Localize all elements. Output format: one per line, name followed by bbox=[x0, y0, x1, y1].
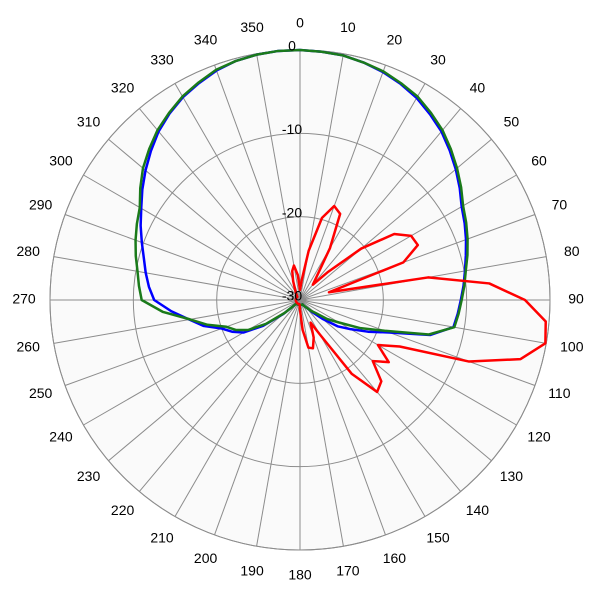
angle-label: 100 bbox=[560, 339, 584, 355]
angle-label: 30 bbox=[430, 52, 446, 68]
spoke bbox=[299, 299, 547, 344]
spoke bbox=[299, 108, 462, 301]
angle-label: 280 bbox=[17, 243, 41, 259]
spoke bbox=[256, 53, 301, 301]
angle-label: 230 bbox=[77, 468, 101, 484]
r-tick-label: -20 bbox=[282, 204, 302, 220]
angle-label: 180 bbox=[288, 567, 312, 583]
spoke bbox=[299, 214, 536, 301]
spoke bbox=[256, 299, 301, 547]
angle-label: 330 bbox=[150, 52, 174, 68]
spoke bbox=[299, 299, 462, 492]
angle-label: 200 bbox=[194, 550, 218, 566]
angle-label: 220 bbox=[111, 502, 135, 518]
spoke bbox=[299, 64, 386, 301]
r-tick-label: 0 bbox=[288, 38, 296, 54]
angle-label: 130 bbox=[500, 468, 524, 484]
angle-label: 40 bbox=[470, 79, 486, 95]
r-tick-label: -30 bbox=[282, 288, 302, 304]
angle-label: 260 bbox=[17, 339, 41, 355]
r-tick-label: -10 bbox=[282, 121, 302, 137]
angle-label: 90 bbox=[568, 291, 584, 307]
plot-lines bbox=[134, 48, 547, 394]
spoke bbox=[64, 299, 301, 386]
angle-label: 210 bbox=[150, 530, 174, 546]
angle-label: 80 bbox=[564, 243, 580, 259]
spoke bbox=[64, 214, 301, 301]
angle-label: 140 bbox=[466, 502, 490, 518]
spoke bbox=[83, 299, 301, 426]
angle-label: 110 bbox=[548, 385, 571, 401]
spoke bbox=[174, 83, 301, 301]
angle-label: 20 bbox=[387, 31, 403, 47]
angle-label: 350 bbox=[240, 19, 264, 35]
spoke bbox=[299, 299, 536, 386]
spoke bbox=[299, 83, 426, 301]
angle-label: 310 bbox=[77, 113, 101, 129]
angle-label: 340 bbox=[194, 31, 218, 47]
spoke bbox=[83, 174, 301, 301]
ring bbox=[216, 216, 384, 384]
angle-label: 270 bbox=[12, 291, 36, 307]
angle-label: 300 bbox=[49, 153, 73, 169]
angle-label: 50 bbox=[504, 113, 520, 129]
grid bbox=[49, 49, 551, 551]
angle-label: 150 bbox=[426, 530, 450, 546]
spoke bbox=[299, 174, 517, 301]
ring bbox=[132, 132, 468, 468]
spoke bbox=[214, 64, 301, 301]
spoke bbox=[138, 299, 301, 492]
spoke bbox=[214, 299, 301, 536]
spoke bbox=[53, 299, 301, 344]
labels: 0 10 20 30 40 50 60 70 80 90 100 110 120 130 140 150 160… bbox=[12, 15, 584, 583]
angle-label: 190 bbox=[240, 563, 264, 579]
spoke bbox=[174, 299, 301, 517]
angle-label: 0 bbox=[296, 15, 304, 31]
spoke bbox=[108, 138, 301, 301]
angle-label: 160 bbox=[383, 550, 407, 566]
series-line bbox=[290, 204, 547, 394]
angle-label: 170 bbox=[336, 563, 360, 579]
spoke bbox=[108, 299, 301, 462]
angle-label: 250 bbox=[29, 385, 53, 401]
angle-label: 60 bbox=[531, 153, 547, 169]
spoke bbox=[53, 256, 301, 301]
angle-label: 10 bbox=[340, 19, 356, 35]
angle-label: 120 bbox=[527, 429, 551, 445]
angle-label: 290 bbox=[29, 196, 53, 212]
angle-label: 320 bbox=[111, 79, 135, 95]
spoke bbox=[299, 299, 492, 462]
angle-label: 240 bbox=[49, 429, 73, 445]
angle-label: 70 bbox=[552, 196, 568, 212]
spoke bbox=[299, 138, 492, 301]
spoke bbox=[138, 108, 301, 301]
